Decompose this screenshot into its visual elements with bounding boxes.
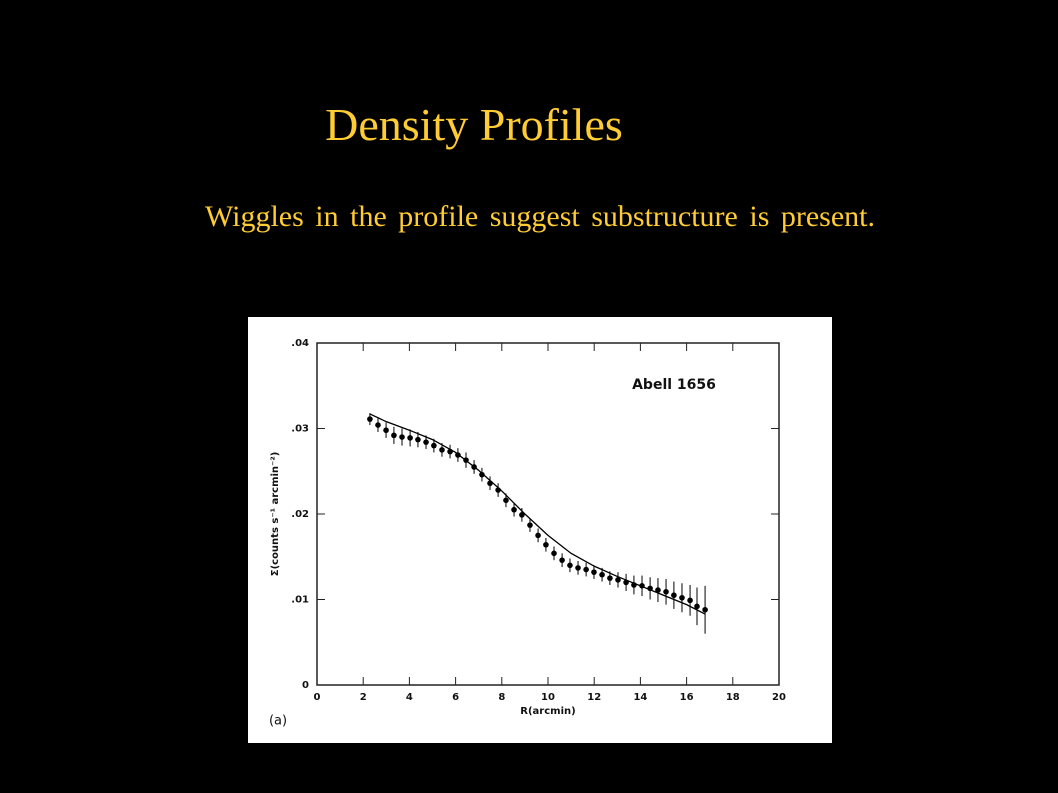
data-point <box>519 512 525 518</box>
data-point <box>687 597 693 604</box>
data-point <box>367 416 373 422</box>
slide-title: Density Profiles <box>325 99 623 150</box>
y-tick-label: 0 <box>302 680 309 691</box>
x-axis-label: R(arcmin) <box>520 706 575 717</box>
data-point <box>702 606 708 613</box>
x-tick-label: 2 <box>360 692 367 703</box>
data-point <box>423 439 429 445</box>
data-point <box>407 435 413 441</box>
data-point <box>583 566 589 573</box>
x-tick-label: 16 <box>680 692 694 703</box>
y-axis-label: Σ(counts s⁻¹ arcmin⁻²) <box>270 452 281 577</box>
data-point <box>383 427 389 434</box>
data-point <box>551 550 557 557</box>
data-point <box>615 577 621 583</box>
data-point <box>655 587 661 593</box>
annotation: (a) <box>269 714 287 729</box>
data-point <box>591 569 597 575</box>
x-tick-label: 4 <box>406 692 413 703</box>
data-point <box>671 592 677 599</box>
data-point <box>535 532 541 539</box>
data-point <box>375 422 381 428</box>
data-point <box>503 497 509 504</box>
x-tick-label: 20 <box>772 692 786 703</box>
x-tick-label: 18 <box>726 692 740 703</box>
y-tick-label: .04 <box>291 338 309 349</box>
data-point <box>559 557 565 563</box>
y-tick-label: .02 <box>291 509 309 520</box>
data-point <box>694 603 700 610</box>
data-point <box>663 589 669 595</box>
data-point <box>431 442 437 449</box>
data-point <box>511 506 517 513</box>
data-point <box>575 565 581 571</box>
data-point <box>543 541 549 548</box>
slide-subtitle: Wiggles in the profile suggest substruct… <box>205 200 875 233</box>
data-point <box>527 522 533 528</box>
y-tick-label: .03 <box>291 424 309 435</box>
data-point <box>415 436 421 443</box>
y-tick-label: .01 <box>291 595 309 606</box>
model-line <box>369 413 706 615</box>
annotation: Abell 1656 <box>632 377 716 393</box>
x-tick-label: 14 <box>633 692 647 703</box>
chart-background <box>248 317 832 743</box>
chart: Abell 1656 (a) R(arcmin) Σ(counts s⁻¹ ar… <box>248 317 832 743</box>
data-point <box>479 471 485 478</box>
data-point <box>679 594 685 601</box>
data-point <box>567 562 573 569</box>
data-point <box>439 447 445 453</box>
x-tick-label: 8 <box>498 692 505 703</box>
x-tick-label: 10 <box>541 692 555 703</box>
x-tick-label: 12 <box>587 692 601 703</box>
data-point <box>599 571 605 578</box>
data-point <box>399 434 405 440</box>
data-point <box>607 575 613 581</box>
x-tick-label: 6 <box>452 692 459 703</box>
data-point <box>391 432 397 439</box>
x-tick-label: 0 <box>314 692 321 703</box>
